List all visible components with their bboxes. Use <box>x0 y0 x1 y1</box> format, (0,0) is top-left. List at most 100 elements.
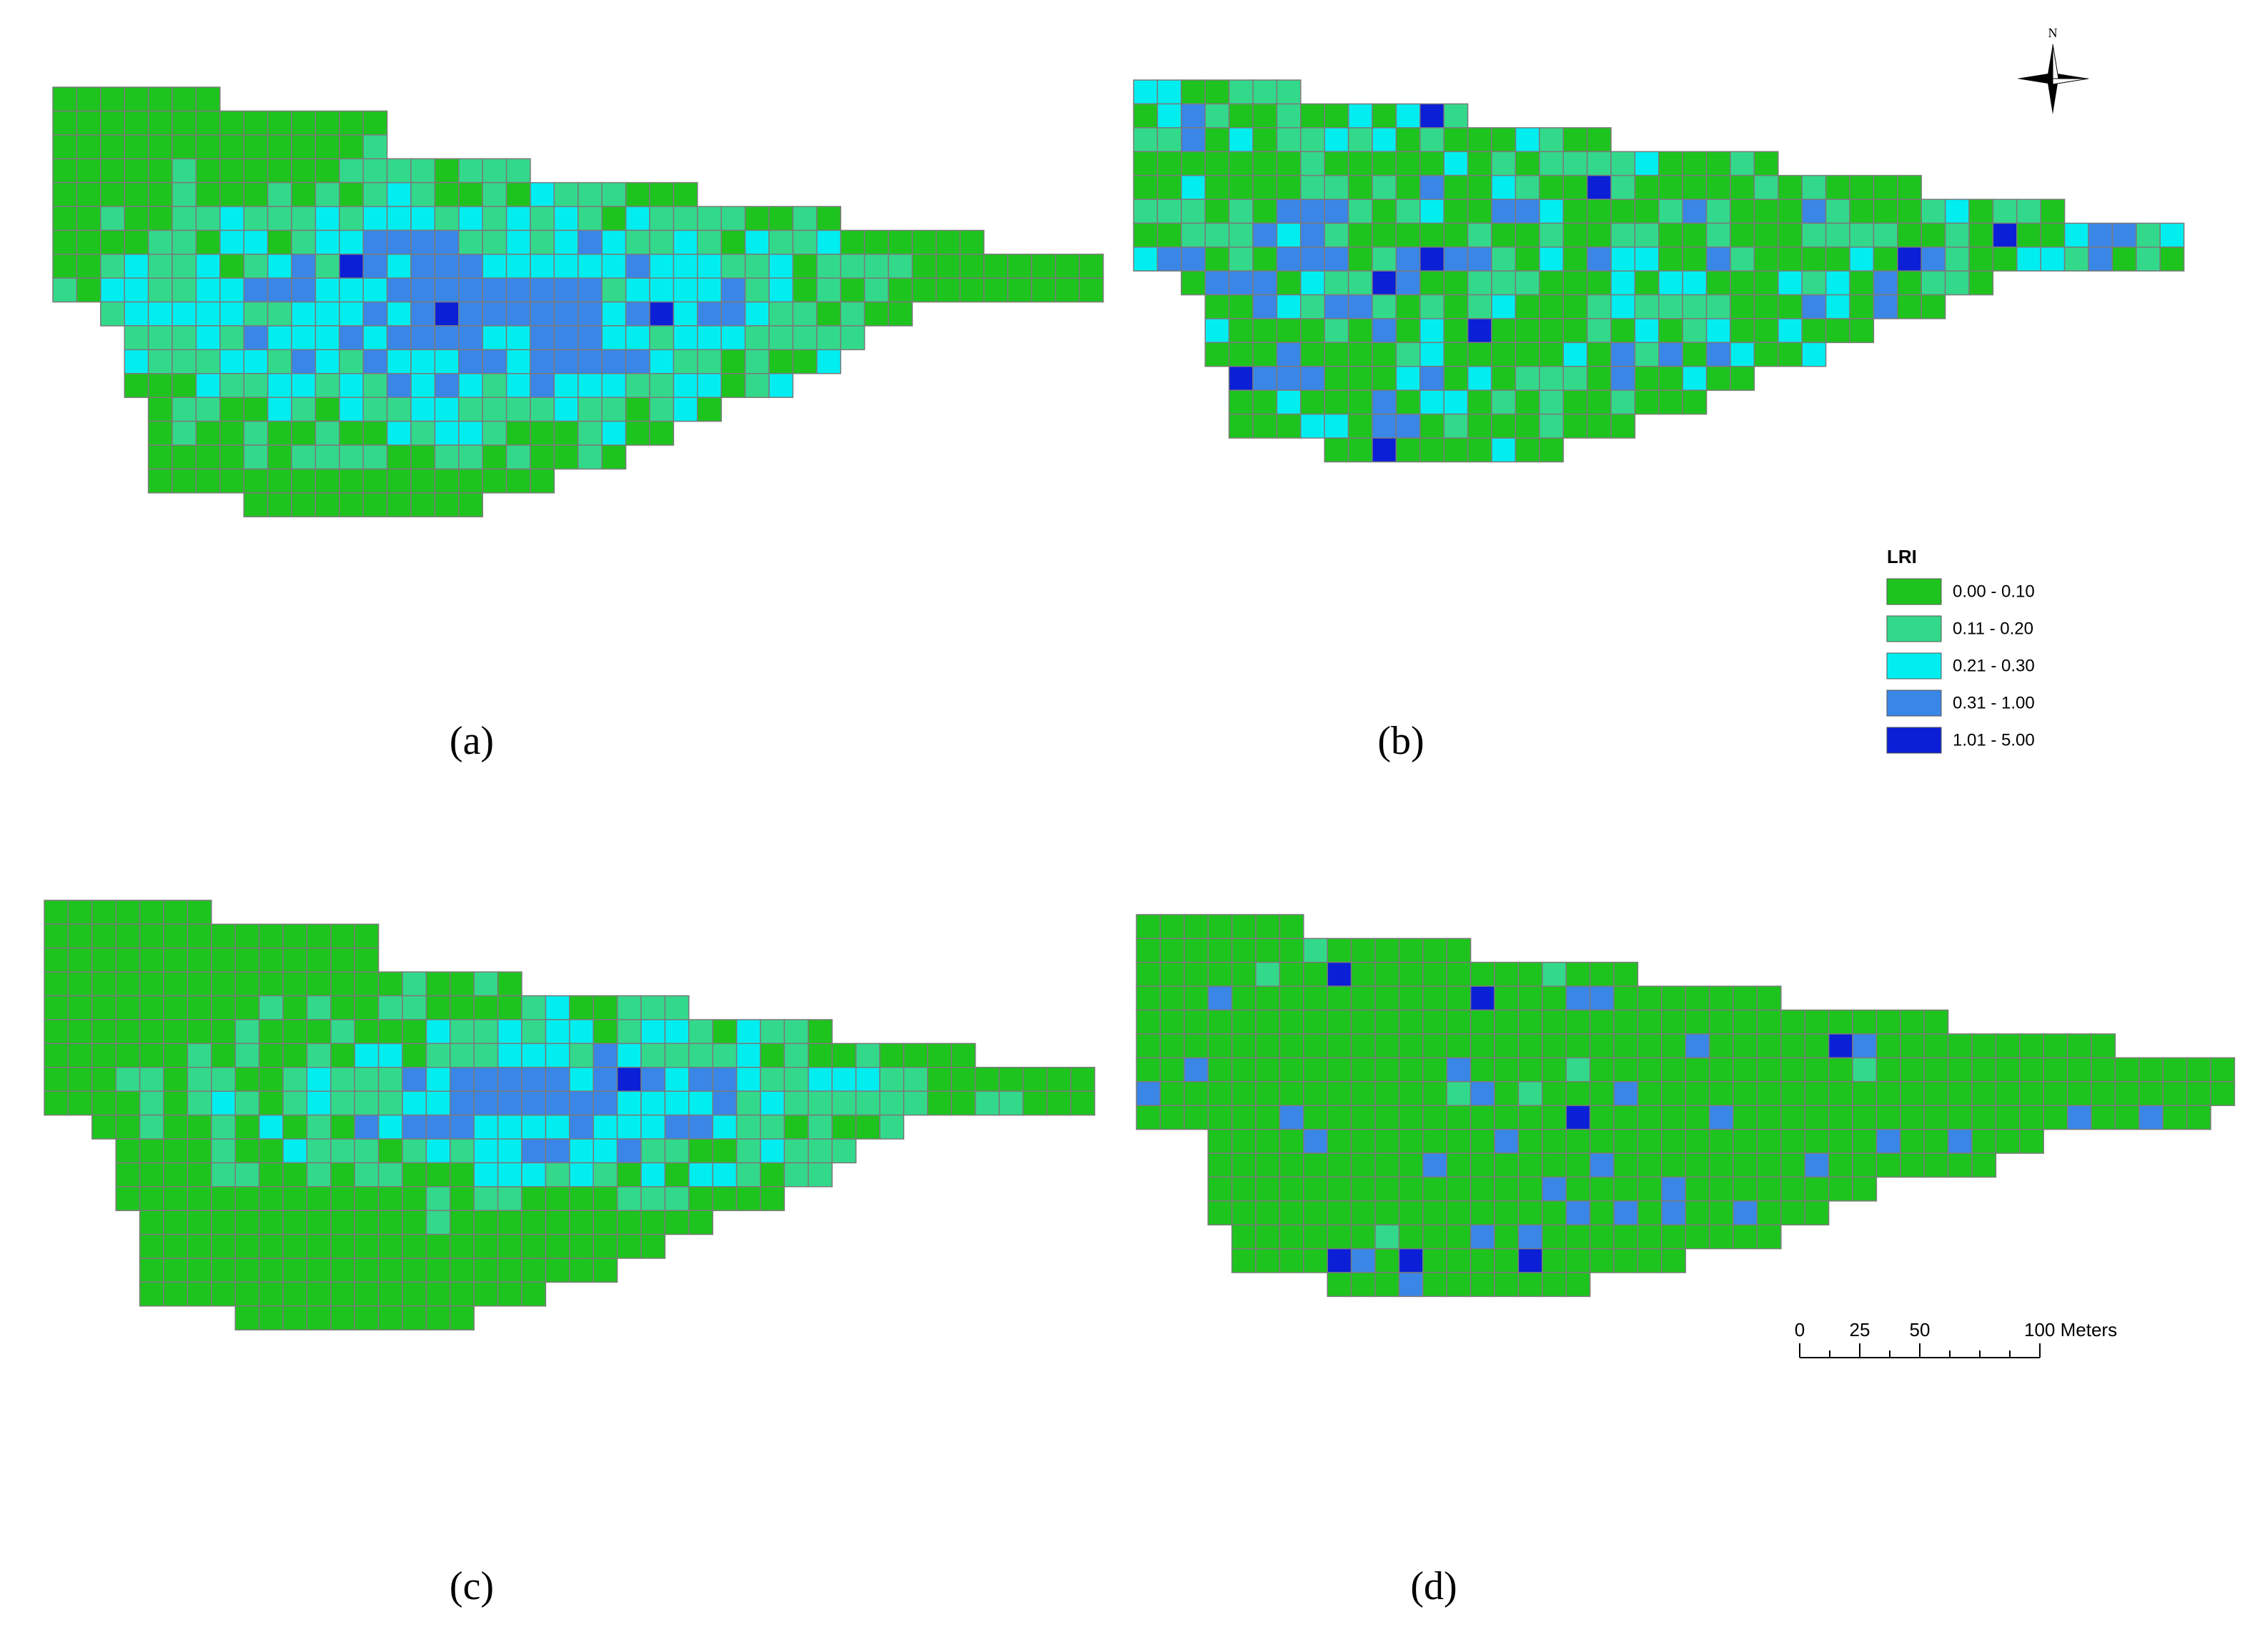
grid-cell <box>1279 1033 1304 1059</box>
grid-cell <box>1542 1176 1567 1202</box>
grid-cell <box>1517 1224 1543 1250</box>
grid-cell <box>234 1162 260 1188</box>
grid-cell <box>1562 222 1588 248</box>
grid-cell <box>410 277 436 303</box>
grid-cell <box>1398 962 1424 987</box>
grid-cell <box>473 1162 499 1188</box>
grid-cell <box>1947 1033 1973 1059</box>
grid-cell <box>593 1114 618 1140</box>
grid-cell <box>1825 294 1850 319</box>
grid-cell <box>1610 366 1636 391</box>
grid-cell <box>377 1281 403 1307</box>
grid-cell <box>147 229 173 255</box>
grid-cell <box>1517 1272 1543 1298</box>
grid-cell <box>172 444 197 470</box>
grid-cell <box>234 1258 260 1283</box>
grid-cell <box>1804 1128 1830 1154</box>
grid-cell <box>1350 1009 1376 1035</box>
grid-cell <box>1374 1176 1400 1202</box>
grid-cell <box>1634 270 1660 296</box>
grid-cell <box>1733 1128 1758 1154</box>
grid-cell <box>1658 389 1683 415</box>
grid-cell <box>434 468 460 494</box>
grid-cell <box>1753 294 1779 319</box>
grid-cell <box>1753 199 1779 224</box>
grid-cell <box>258 1067 284 1092</box>
grid-cell <box>219 277 244 303</box>
grid-cell <box>172 420 197 446</box>
grid-cell <box>67 1090 93 1116</box>
grid-cell <box>124 301 149 327</box>
grid-cell <box>1159 1057 1185 1083</box>
grid-cell <box>601 349 627 374</box>
grid-cell <box>219 444 244 470</box>
grid-cell <box>2043 1033 2068 1059</box>
grid-cell <box>1562 127 1588 152</box>
grid-cell <box>545 1210 570 1235</box>
grid-cell <box>2066 1105 2092 1130</box>
grid-cell <box>911 277 937 303</box>
grid-cell <box>115 1019 141 1045</box>
grid-cell <box>1778 174 1803 200</box>
grid-cell <box>1610 389 1636 415</box>
grid-cell <box>569 1019 594 1045</box>
grid-cell <box>1589 1009 1615 1035</box>
grid-cell <box>697 349 722 374</box>
grid-cell <box>187 1281 212 1307</box>
grid-cell <box>1419 366 1444 391</box>
legend-label: 0.31 - 1.00 <box>1953 693 2035 712</box>
grid-cell <box>1825 174 1850 200</box>
grid-cell <box>1347 103 1373 129</box>
grid-cell <box>2066 1033 2092 1059</box>
grid-cell <box>234 1043 260 1068</box>
grid-cell <box>211 1114 236 1140</box>
grid-cell <box>282 1162 308 1188</box>
grid-cell <box>1586 247 1612 272</box>
grid-cell <box>1491 318 1517 344</box>
grid-cell <box>1610 199 1636 224</box>
grid-cell <box>1324 389 1349 415</box>
grid-cell <box>2159 222 2185 248</box>
grid-cell <box>2091 1081 2116 1106</box>
grid-cell <box>1849 247 1875 272</box>
grid-cell <box>1446 985 1472 1011</box>
grid-cell <box>1324 127 1349 152</box>
grid-cell <box>402 1019 427 1045</box>
grid-cell <box>1804 1176 1830 1202</box>
grid-cell <box>497 1233 522 1259</box>
grid-cell <box>1303 1128 1328 1154</box>
grid-cell <box>888 229 913 255</box>
grid-cell <box>1517 1081 1543 1106</box>
grid-cell <box>530 325 555 351</box>
grid-cell <box>1443 437 1469 463</box>
grid-cell <box>1467 342 1492 367</box>
grid-cell <box>172 254 197 279</box>
grid-cell <box>1825 199 1850 224</box>
grid-cell <box>124 206 149 232</box>
grid-cell <box>625 277 650 303</box>
grid-cell <box>473 1090 499 1116</box>
legend-label: 0.21 - 0.30 <box>1953 656 2035 675</box>
grid-cell <box>1661 1009 1686 1035</box>
grid-cell <box>578 254 603 279</box>
grid-cell <box>998 1090 1024 1116</box>
grid-cell <box>1685 1081 1710 1106</box>
grid-cell <box>124 325 149 351</box>
grid-cell <box>386 181 412 207</box>
grid-cell <box>1589 985 1615 1011</box>
grid-cell <box>211 1233 236 1259</box>
grid-cell <box>1613 985 1639 1011</box>
grid-cell <box>1780 1200 1805 1225</box>
grid-cell <box>927 1067 952 1092</box>
grid-cell <box>1682 318 1708 344</box>
grid-cell <box>1730 199 1755 224</box>
grid-cell <box>243 468 269 494</box>
grid-cell <box>1300 127 1325 152</box>
grid-cell <box>450 1138 475 1164</box>
grid-cell <box>306 947 332 972</box>
grid-cell <box>434 492 460 517</box>
grid-cell <box>497 995 522 1020</box>
grid-cell <box>1181 174 1206 200</box>
grid-cell <box>1801 247 1827 272</box>
grid-cell <box>697 301 722 327</box>
